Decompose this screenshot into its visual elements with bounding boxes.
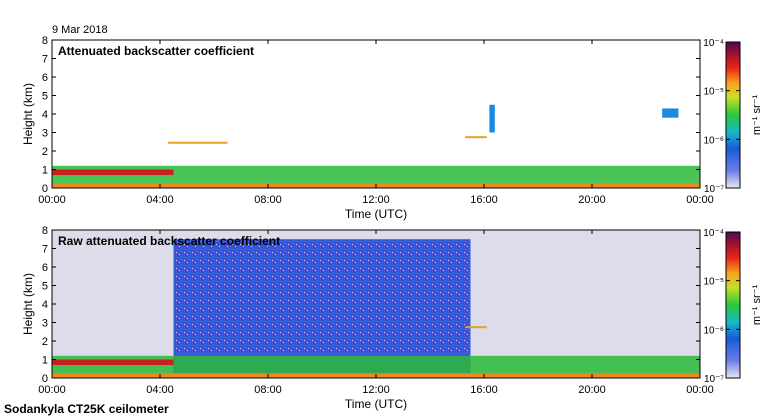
x-tick-label: 00:00 xyxy=(38,194,66,206)
colorbar-tick-label: 10⁻⁶ xyxy=(703,325,724,336)
x-tick-label: 12:00 xyxy=(362,194,390,206)
feature-cloud-layer xyxy=(168,141,228,144)
colorbar xyxy=(725,231,741,379)
x-tick-label: 08:00 xyxy=(254,194,282,206)
x-tick-label: 20:00 xyxy=(578,194,606,206)
y-tick-label: 2 xyxy=(42,146,48,158)
feature-elevated-signal xyxy=(489,104,495,133)
panel-title: Attenuated backscatter coefficient xyxy=(58,44,254,58)
x-tick-label: 16:00 xyxy=(470,384,498,396)
y-tick-label: 8 xyxy=(42,225,48,237)
colorbar-tick-label: 10⁻⁴ xyxy=(703,228,724,239)
y-tick-label: 0 xyxy=(42,183,48,195)
panel-title: Raw attenuated backscatter coefficient xyxy=(58,234,280,248)
feature-elevated-signal xyxy=(662,108,679,118)
y-axis-label: Height (km) xyxy=(21,83,35,145)
y-tick-label: 0 xyxy=(42,373,48,385)
feature-noise-sun- xyxy=(173,239,471,378)
feature-boundary-layer xyxy=(52,355,700,378)
x-axis-label: Time (UTC) xyxy=(345,397,407,411)
x-tick-label: 08:00 xyxy=(254,384,282,396)
y-axis-label: Height (km) xyxy=(21,273,35,335)
panel-attenuated-backscatter: 00:00 04:00 08:00 12:00 16:00 20:00 00:0001234… xyxy=(21,35,763,221)
colorbar-tick-label: 10⁻⁵ xyxy=(703,87,724,98)
y-tick-label: 6 xyxy=(42,262,48,274)
colorbar-tick-label: 10⁻⁵ xyxy=(703,277,724,288)
x-tick-label: 16:00 xyxy=(470,194,498,206)
x-axis-label: Time (UTC) xyxy=(345,207,407,221)
panel-raw-attenuated-backscatter: 00:00 04:00 08:00 12:00 16:00 20:00 00:0001234… xyxy=(21,225,763,411)
y-tick-label: 1 xyxy=(42,355,48,367)
x-tick-label: 20:00 xyxy=(578,384,606,396)
instrument-label: Sodankyla CT25K ceilometer xyxy=(4,402,169,416)
colorbar-label: m⁻¹ sr⁻¹ xyxy=(751,95,763,136)
colorbar xyxy=(725,41,741,189)
y-tick-label: 8 xyxy=(42,35,48,47)
x-tick-label: 04:00 xyxy=(146,384,174,396)
y-tick-label: 5 xyxy=(42,91,48,103)
colorbar-label: m⁻¹ sr⁻¹ xyxy=(751,285,763,326)
y-tick-label: 7 xyxy=(42,244,48,256)
colorbar-tick-label: 10⁻⁶ xyxy=(703,135,724,146)
feature-low-cloud xyxy=(52,359,174,366)
feature-cloud-layer xyxy=(465,326,487,329)
date-label: 9 Mar 2018 xyxy=(52,24,108,36)
plot-background xyxy=(52,40,700,188)
y-tick-label: 3 xyxy=(42,318,48,330)
y-tick-label: 7 xyxy=(42,54,48,66)
y-tick-label: 3 xyxy=(42,128,48,140)
x-tick-label: 04:00 xyxy=(146,194,174,206)
colorbar-tick-label: 10⁻⁷ xyxy=(704,184,724,195)
feature-cloud-layer xyxy=(465,136,487,139)
feature-boundary-layer xyxy=(52,165,700,188)
x-tick-label: 00:00 xyxy=(686,384,714,396)
y-tick-label: 1 xyxy=(42,165,48,177)
colorbar-tick-label: 10⁻⁴ xyxy=(703,38,724,49)
y-tick-label: 4 xyxy=(42,109,48,121)
x-tick-label: 12:00 xyxy=(362,384,390,396)
y-tick-label: 5 xyxy=(42,281,48,293)
colorbar-tick-label: 10⁻⁷ xyxy=(704,374,724,385)
x-tick-label: 00:00 xyxy=(38,384,66,396)
y-tick-label: 2 xyxy=(42,336,48,348)
feature-low-cloud xyxy=(52,169,174,176)
y-tick-label: 6 xyxy=(42,72,48,84)
y-tick-label: 4 xyxy=(42,299,48,311)
x-tick-label: 00:00 xyxy=(686,194,714,206)
